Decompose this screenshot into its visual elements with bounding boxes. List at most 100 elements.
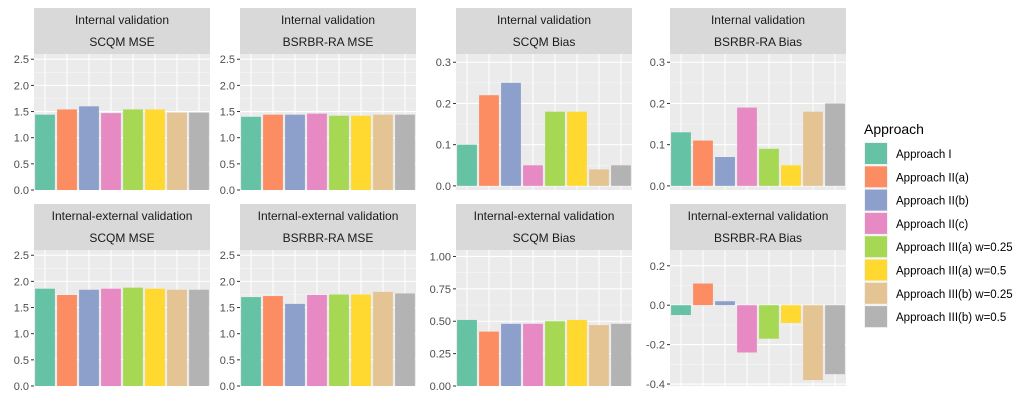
bar bbox=[285, 114, 305, 190]
bar bbox=[145, 109, 165, 190]
bar bbox=[457, 319, 477, 386]
y-tick-label: 2.0 bbox=[220, 276, 235, 288]
bar bbox=[189, 289, 209, 386]
bar bbox=[825, 305, 845, 375]
legend-label: Approach II(c) bbox=[896, 219, 968, 231]
legend-key bbox=[865, 236, 887, 258]
bar bbox=[737, 107, 757, 186]
facet-panel: Internal validation SCQM Bias 0.0 0.1 0.2 0.3 bbox=[436, 8, 632, 193]
facet-strip-line1: Internal validation bbox=[711, 13, 805, 27]
facet-strip-line2: SCQM MSE bbox=[89, 35, 154, 49]
y-tick-label: 0.2 bbox=[650, 261, 665, 273]
facet-strip-line1: Internal-external validation bbox=[258, 209, 399, 223]
facet-panel: Internal-external validation SCQM MSE 0.0 0… bbox=[14, 204, 210, 393]
bar bbox=[567, 319, 587, 386]
bar bbox=[35, 114, 55, 190]
bar bbox=[307, 113, 327, 190]
y-tick-label: 1.5 bbox=[220, 303, 235, 315]
bar bbox=[737, 305, 757, 353]
y-tick-label: 0.0 bbox=[14, 381, 29, 393]
facet-strip-line1: Internal validation bbox=[75, 13, 169, 27]
bar bbox=[759, 148, 779, 186]
bar bbox=[523, 323, 543, 386]
bar bbox=[781, 165, 801, 186]
bar bbox=[263, 296, 283, 386]
facet-strip-line2: BSRBR-RA Bias bbox=[714, 231, 802, 245]
facet-strip bbox=[34, 204, 210, 250]
facet-strip-line1: Internal validation bbox=[497, 13, 591, 27]
legend-key bbox=[865, 143, 887, 164]
bar bbox=[167, 112, 187, 190]
facet-panel: Internal validation SCQM MSE 0.0 0.5 1.0 1.5 2… bbox=[14, 8, 210, 197]
facet-panel: Internal-external validation BSRBR-RA MSE… bbox=[220, 204, 416, 393]
bar bbox=[189, 112, 209, 190]
facet-strip bbox=[240, 8, 416, 54]
facet-strip-line1: Internal-external validation bbox=[52, 209, 193, 223]
bar bbox=[671, 132, 691, 186]
legend-label: Approach I bbox=[896, 149, 952, 161]
y-tick-label: 0.5 bbox=[14, 355, 29, 367]
facet-strip-line2: SCQM Bias bbox=[513, 231, 576, 245]
bar bbox=[79, 106, 99, 190]
bar bbox=[241, 116, 261, 190]
bar bbox=[759, 305, 779, 339]
bar bbox=[307, 294, 327, 386]
bar bbox=[373, 291, 393, 386]
y-tick-label: 0.0 bbox=[436, 181, 451, 193]
bar bbox=[501, 82, 521, 186]
bar bbox=[479, 95, 499, 186]
legend-label: Approach II(b) bbox=[896, 196, 969, 208]
bar bbox=[715, 301, 735, 306]
y-tick-label: 0.0 bbox=[650, 300, 665, 312]
bar bbox=[501, 323, 521, 386]
facet-strip bbox=[670, 204, 846, 250]
y-tick-label: 0.3 bbox=[650, 57, 665, 69]
y-tick-label: 0.1 bbox=[650, 140, 665, 152]
y-tick-label: 0.1 bbox=[436, 140, 451, 152]
bar bbox=[351, 294, 371, 386]
bar bbox=[79, 289, 99, 386]
legend-key bbox=[865, 282, 887, 304]
y-tick-label: 0.0 bbox=[650, 181, 665, 193]
bar bbox=[57, 109, 77, 190]
bar bbox=[35, 288, 55, 386]
bar bbox=[263, 114, 283, 190]
y-tick-label: 2.0 bbox=[14, 80, 29, 92]
y-tick-label: 0.2 bbox=[650, 98, 665, 110]
legend-key bbox=[865, 259, 887, 281]
y-tick-label: 1.5 bbox=[220, 107, 235, 119]
facet-strip bbox=[240, 204, 416, 250]
bar bbox=[373, 114, 393, 190]
legend-title: Approach bbox=[864, 121, 924, 137]
y-tick-label: 1.5 bbox=[14, 303, 29, 315]
facet-strip bbox=[456, 204, 632, 250]
bar bbox=[803, 111, 823, 186]
facet-strip bbox=[670, 8, 846, 54]
bar bbox=[241, 297, 261, 386]
y-tick-label: 2.0 bbox=[220, 80, 235, 92]
bar bbox=[329, 294, 349, 386]
legend-label: Approach III(a) w=0.5 bbox=[896, 266, 1006, 278]
facet-strip-line2: BSRBR-RA Bias bbox=[714, 35, 802, 49]
bar bbox=[589, 325, 609, 386]
facet-strip-line1: Internal-external validation bbox=[688, 209, 829, 223]
y-tick-label: 1.0 bbox=[220, 133, 235, 145]
y-tick-label: 2.5 bbox=[220, 250, 235, 262]
bar bbox=[781, 305, 801, 323]
legend: Approach Approach I Approach II(a) Approach… bbox=[864, 121, 1013, 329]
legend-key bbox=[865, 166, 887, 188]
y-tick-label: 2.5 bbox=[220, 54, 235, 66]
bar bbox=[167, 289, 187, 386]
bar bbox=[715, 157, 735, 186]
y-tick-label: 2.5 bbox=[14, 54, 29, 66]
legend-label: Approach III(b) w=0.5 bbox=[896, 312, 1006, 324]
bar bbox=[101, 113, 121, 190]
facet-strip-line2: SCQM Bias bbox=[513, 35, 576, 49]
facet-strip-line1: Internal-external validation bbox=[474, 209, 615, 223]
y-tick-label: 0.50 bbox=[430, 316, 451, 328]
bar bbox=[825, 103, 845, 186]
facet-strip-line2: SCQM MSE bbox=[89, 231, 154, 245]
bar bbox=[123, 287, 143, 386]
y-tick-label: -0.4 bbox=[646, 379, 665, 391]
